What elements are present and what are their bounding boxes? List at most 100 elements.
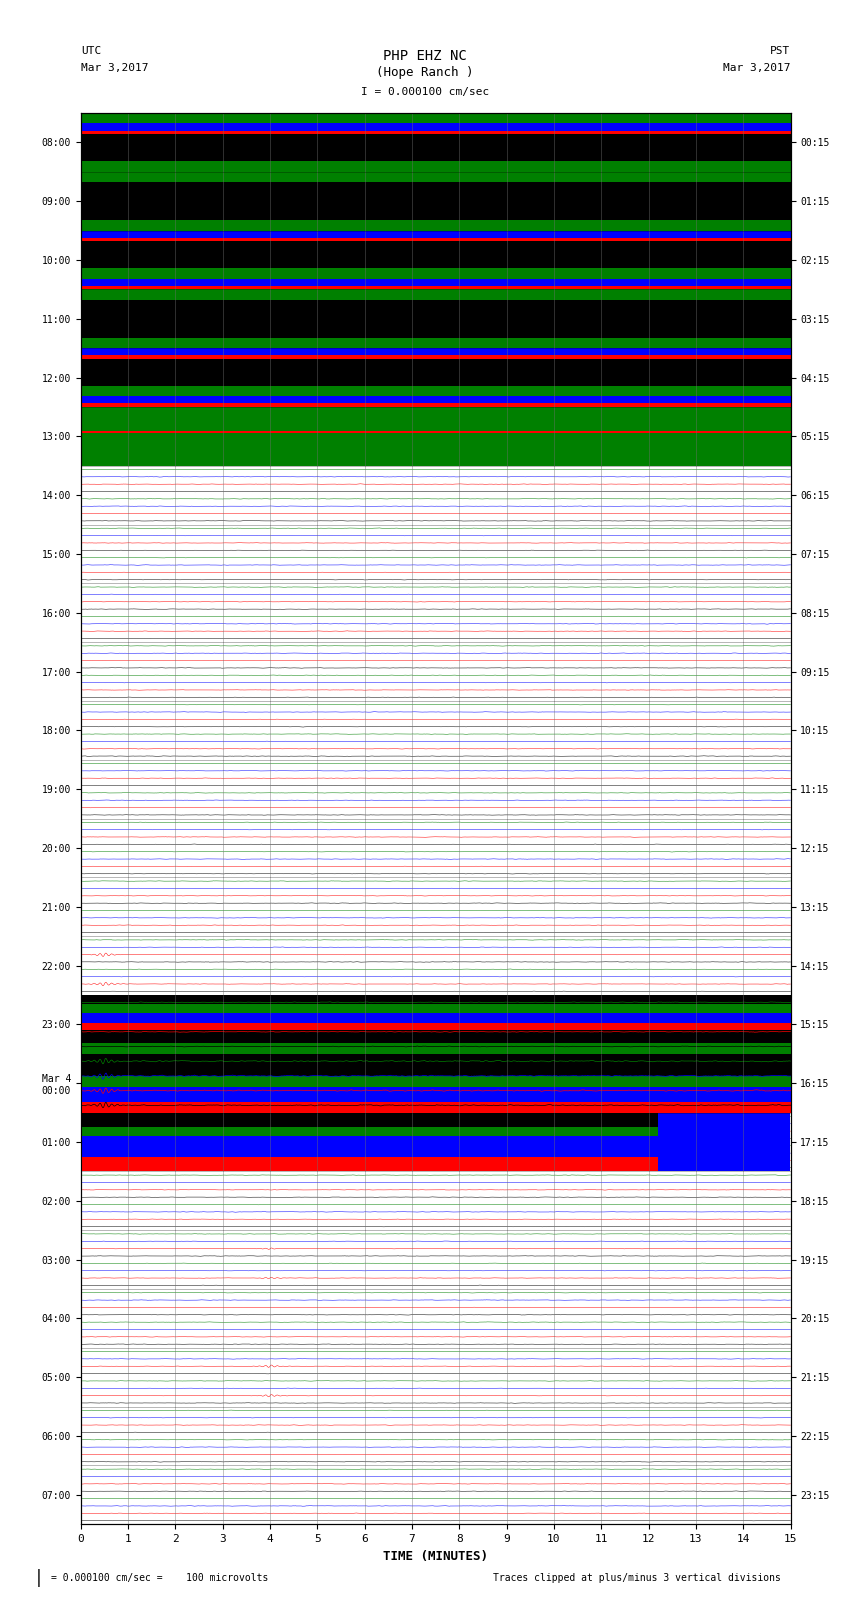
Bar <box>81 645 791 648</box>
Bar <box>81 358 791 386</box>
Bar <box>81 171 791 182</box>
Bar <box>81 963 791 977</box>
Bar <box>81 561 791 566</box>
Bar <box>81 1466 791 1510</box>
Bar <box>81 231 791 237</box>
Bar <box>81 892 791 923</box>
Bar <box>81 923 791 936</box>
Bar <box>658 1113 790 1171</box>
Text: = 0.000100 cm/sec =    100 microvolts: = 0.000100 cm/sec = 100 microvolts <box>51 1573 269 1582</box>
Bar <box>81 1105 791 1113</box>
Bar <box>81 1102 791 1113</box>
Bar <box>81 1044 791 1053</box>
Bar <box>81 268 791 279</box>
Bar <box>81 642 791 645</box>
Bar <box>81 1087 791 1102</box>
Bar <box>81 611 791 619</box>
Bar <box>81 1053 791 1076</box>
Bar <box>81 1084 791 1095</box>
Bar <box>81 484 791 487</box>
Bar <box>81 1127 658 1136</box>
Bar <box>81 871 791 877</box>
Bar <box>81 642 791 702</box>
Bar <box>81 1053 791 1113</box>
Bar <box>81 995 791 1002</box>
Bar <box>81 742 791 753</box>
Bar <box>81 131 791 134</box>
Bar <box>81 406 791 431</box>
Text: PHP EHZ NC: PHP EHZ NC <box>383 48 467 63</box>
Bar <box>81 431 791 434</box>
Bar <box>81 774 791 805</box>
Bar <box>81 877 791 884</box>
Text: I = 0.000100 cm/sec: I = 0.000100 cm/sec <box>361 87 489 97</box>
Bar <box>81 760 791 819</box>
Bar <box>81 845 791 860</box>
Bar <box>81 819 791 845</box>
Bar <box>81 219 791 231</box>
Text: Traces clipped at plus/minus 3 vertical divisions: Traces clipped at plus/minus 3 vertical … <box>493 1573 781 1582</box>
Bar <box>81 1119 791 1144</box>
Bar <box>81 805 791 819</box>
Bar <box>81 466 791 484</box>
Bar <box>81 1113 791 1119</box>
Bar <box>81 987 791 995</box>
Bar <box>81 884 791 892</box>
Bar <box>81 286 791 289</box>
Bar <box>81 1053 791 1058</box>
Bar <box>81 995 791 1053</box>
Bar <box>81 1023 791 1031</box>
Bar <box>81 300 791 337</box>
X-axis label: TIME (MINUTES): TIME (MINUTES) <box>383 1550 488 1563</box>
Bar <box>81 1136 658 1157</box>
Bar <box>81 727 791 742</box>
Text: |: | <box>34 1568 44 1587</box>
Bar <box>81 1407 791 1466</box>
Bar <box>81 237 791 240</box>
Bar <box>81 1023 791 1029</box>
Bar <box>81 936 791 995</box>
Bar <box>81 608 791 611</box>
Bar <box>81 1005 791 1013</box>
Bar <box>81 1076 791 1087</box>
Bar <box>81 524 791 561</box>
Bar <box>81 702 791 727</box>
Bar <box>81 1095 791 1105</box>
Bar <box>81 819 791 877</box>
Bar <box>81 1029 791 1044</box>
Bar <box>81 571 791 584</box>
Bar <box>81 1044 791 1053</box>
Bar <box>81 1171 791 1231</box>
Bar <box>81 687 791 694</box>
Text: UTC: UTC <box>81 47 101 56</box>
Bar <box>81 619 791 642</box>
Bar <box>81 587 791 590</box>
Bar <box>81 113 791 124</box>
Bar <box>81 590 791 608</box>
Bar <box>81 1002 791 1011</box>
Bar <box>81 676 791 687</box>
Bar <box>81 289 791 300</box>
Bar <box>81 1231 791 1289</box>
Bar <box>81 1289 791 1348</box>
Bar <box>81 397 791 403</box>
Bar <box>81 1289 791 1348</box>
Bar <box>81 434 791 466</box>
Bar <box>81 1348 791 1407</box>
Bar <box>81 1113 658 1127</box>
Bar <box>81 877 791 936</box>
Bar <box>81 1165 791 1171</box>
Bar <box>81 1031 791 1044</box>
Bar <box>81 1113 791 1171</box>
Bar <box>81 487 791 524</box>
Text: Mar 3,2017: Mar 3,2017 <box>81 63 148 73</box>
Bar <box>81 694 791 702</box>
Bar <box>81 584 791 587</box>
Text: (Hope Ranch ): (Hope Ranch ) <box>377 66 473 79</box>
Bar <box>81 1157 658 1171</box>
Bar <box>81 1171 791 1231</box>
Bar <box>81 760 791 766</box>
Bar <box>81 702 791 760</box>
Bar <box>81 134 791 161</box>
Bar <box>81 1058 791 1061</box>
